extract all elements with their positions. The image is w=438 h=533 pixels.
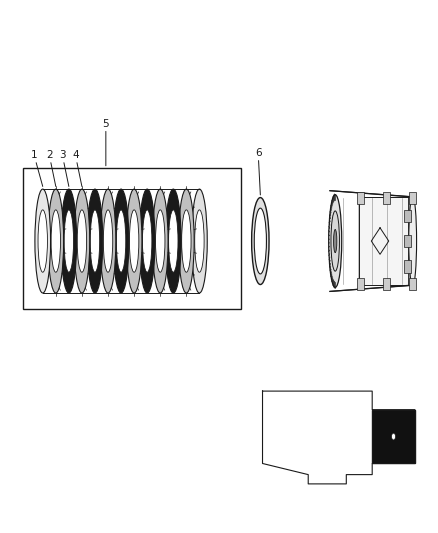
Ellipse shape (166, 189, 181, 293)
Bar (357, 278, 364, 290)
Ellipse shape (113, 189, 129, 293)
Ellipse shape (331, 211, 339, 271)
Bar (383, 192, 390, 204)
Ellipse shape (182, 210, 191, 272)
Text: 1: 1 (31, 150, 43, 187)
Ellipse shape (87, 189, 103, 293)
Ellipse shape (139, 189, 155, 293)
Ellipse shape (38, 210, 47, 272)
Text: 3: 3 (59, 150, 69, 187)
Ellipse shape (35, 189, 50, 293)
Bar (359, 197, 413, 285)
Ellipse shape (392, 433, 396, 440)
Ellipse shape (130, 210, 139, 272)
Ellipse shape (117, 210, 126, 272)
Ellipse shape (191, 189, 207, 293)
Bar (357, 192, 364, 204)
Bar (404, 260, 411, 272)
Ellipse shape (155, 210, 165, 272)
Text: 5: 5 (102, 119, 109, 166)
Ellipse shape (48, 189, 64, 293)
Ellipse shape (100, 189, 116, 293)
Polygon shape (372, 410, 415, 464)
Bar (23, 168, 241, 309)
Ellipse shape (51, 210, 60, 272)
Bar (409, 192, 416, 204)
Bar (383, 278, 390, 290)
Bar (404, 209, 411, 222)
Text: 6: 6 (255, 148, 261, 195)
Text: 4: 4 (72, 150, 82, 187)
Ellipse shape (103, 210, 113, 272)
Ellipse shape (64, 210, 74, 272)
Ellipse shape (252, 198, 269, 285)
Ellipse shape (169, 210, 178, 272)
Ellipse shape (90, 210, 100, 272)
Ellipse shape (409, 197, 417, 285)
Ellipse shape (179, 189, 194, 293)
Text: 2: 2 (46, 150, 56, 187)
Ellipse shape (152, 189, 168, 293)
Ellipse shape (195, 210, 204, 272)
Ellipse shape (126, 189, 142, 293)
Bar (404, 235, 411, 247)
Ellipse shape (334, 230, 337, 253)
Ellipse shape (74, 189, 90, 293)
Ellipse shape (77, 210, 87, 272)
Ellipse shape (61, 189, 77, 293)
Bar (409, 278, 416, 290)
Ellipse shape (328, 195, 342, 287)
Ellipse shape (254, 208, 266, 274)
Ellipse shape (142, 210, 152, 272)
